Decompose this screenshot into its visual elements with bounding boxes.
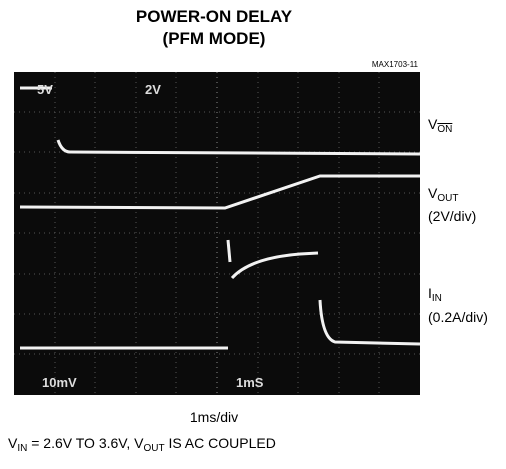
fn-sub: OUT xyxy=(143,443,164,454)
title: (PFM MODE) xyxy=(163,29,266,48)
footnote: VIN = 2.6V TO 3.6V, VOUT IS AC COUPLED xyxy=(8,435,276,454)
fn-part: IS AC COUPLED xyxy=(165,435,276,451)
label-sub: IN xyxy=(432,293,442,304)
title: POWER-ON DELAY xyxy=(136,7,293,26)
screen-label: 10mV xyxy=(42,375,77,390)
label-sub: OUT xyxy=(437,193,458,204)
label-note: (2V/div) xyxy=(428,208,476,224)
svg-text:VON: VON xyxy=(428,116,452,135)
fn-part: = 2.6V TO 3.6V, xyxy=(27,435,134,451)
screen-label: 1mS xyxy=(236,375,264,390)
figure-id: MAX1703-11 xyxy=(372,60,419,69)
fn-sub: IN xyxy=(17,443,27,454)
x-label: 1ms/div xyxy=(190,409,238,425)
figure: POWER-ON DELAY (PFM MODE) MAX1703-11 5V … xyxy=(0,0,506,464)
svg-text:VOUT: VOUT xyxy=(428,185,458,204)
screen-label: 5V xyxy=(37,82,53,97)
svg-text:IIN: IIN xyxy=(428,285,442,304)
label-note: (0.2A/div) xyxy=(428,309,488,325)
trace-label: VOUT (2V/div) xyxy=(428,185,476,224)
trace-label: VON xyxy=(428,116,452,135)
label-sub: ON xyxy=(437,124,452,135)
trace-label: IIN (0.2A/div) xyxy=(428,285,488,325)
screen-label: 2V xyxy=(145,82,161,97)
